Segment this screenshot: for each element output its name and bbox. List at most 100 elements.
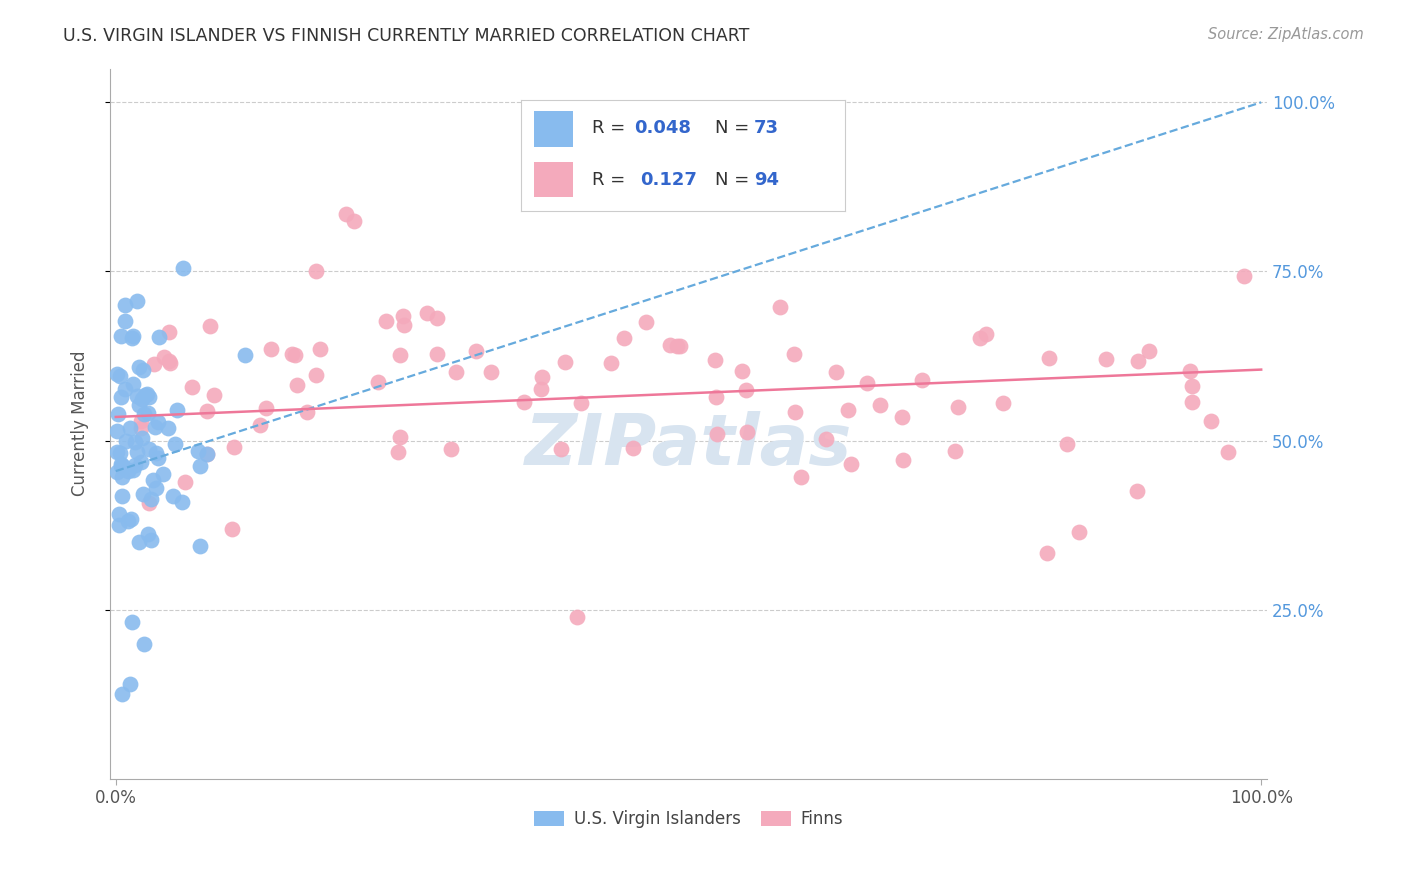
Point: [737, 425, 759, 439]
Point: [107, 518, 129, 533]
Point: [120, 512, 142, 526]
Point: [636, 315, 658, 329]
Point: [769, 301, 792, 315]
Point: [110, 328, 132, 343]
Point: [621, 442, 644, 456]
Point: [152, 351, 174, 365]
Point: [815, 432, 838, 446]
Point: [221, 522, 243, 536]
Point: [121, 463, 143, 477]
Point: [224, 441, 246, 455]
Text: ZIPatlas: ZIPatlas: [524, 410, 852, 480]
Point: [789, 469, 811, 483]
Text: U.S. VIRGIN ISLANDER VS FINNISH CURRENTLY MARRIED CORRELATION CHART: U.S. VIRGIN ISLANDER VS FINNISH CURRENTL…: [63, 27, 749, 45]
Point: [195, 447, 218, 461]
Point: [1128, 353, 1150, 368]
Point: [108, 507, 131, 521]
Point: [112, 459, 135, 474]
Point: [136, 406, 159, 420]
Point: [599, 356, 621, 370]
Point: [105, 465, 128, 479]
Point: [138, 442, 160, 456]
Point: [837, 402, 859, 417]
Point: [1181, 379, 1204, 393]
Point: [118, 677, 141, 691]
Point: [1233, 269, 1256, 284]
Point: [1036, 546, 1059, 560]
Point: [195, 447, 218, 461]
Point: [181, 380, 204, 394]
Point: [146, 450, 169, 465]
Point: [172, 495, 194, 509]
Point: [565, 609, 588, 624]
Point: [110, 687, 132, 701]
Point: [446, 365, 468, 379]
Point: [188, 458, 211, 473]
Point: [124, 435, 146, 450]
Point: [131, 363, 153, 377]
Point: [128, 359, 150, 374]
Point: [129, 414, 152, 428]
Text: Source: ZipAtlas.com: Source: ZipAtlas.com: [1208, 27, 1364, 42]
Point: [131, 431, 153, 445]
Point: [117, 464, 139, 478]
Point: [148, 330, 170, 344]
Point: [479, 366, 502, 380]
Point: [152, 467, 174, 481]
Point: [142, 357, 165, 371]
Point: [416, 306, 439, 320]
Point: [869, 398, 891, 412]
Point: [704, 390, 727, 404]
Point: [120, 421, 142, 435]
Point: [131, 392, 153, 407]
Point: [890, 410, 912, 425]
Point: [124, 458, 146, 472]
Point: [174, 475, 197, 489]
Point: [839, 457, 862, 471]
Point: [127, 293, 149, 308]
Point: [969, 331, 991, 345]
Point: [367, 375, 389, 389]
Point: [335, 207, 357, 221]
Point: [280, 347, 302, 361]
Point: [285, 377, 308, 392]
Point: [1069, 524, 1091, 539]
Point: [110, 446, 132, 460]
Point: [891, 453, 914, 467]
Point: [613, 330, 636, 344]
Point: [136, 387, 159, 401]
Point: [343, 213, 366, 227]
Point: [198, 318, 221, 333]
Point: [117, 514, 139, 528]
Point: [249, 418, 271, 433]
Point: [105, 424, 128, 438]
Point: [554, 355, 576, 369]
Point: [426, 347, 449, 361]
Point: [145, 481, 167, 495]
Point: [134, 637, 156, 651]
Point: [305, 368, 328, 382]
Point: [1218, 444, 1240, 458]
Point: [426, 311, 449, 326]
Point: [202, 388, 225, 402]
Point: [138, 495, 160, 509]
Point: [785, 405, 807, 419]
Point: [284, 348, 307, 362]
Point: [172, 261, 194, 276]
Point: [132, 486, 155, 500]
Point: [107, 407, 129, 421]
Point: [825, 365, 848, 379]
Point: [129, 420, 152, 434]
Point: [125, 445, 148, 459]
Point: [911, 373, 934, 387]
Point: [991, 396, 1014, 410]
Point: [1178, 364, 1201, 378]
Point: [105, 367, 128, 381]
Point: [550, 442, 572, 456]
Point: [188, 539, 211, 553]
Point: [145, 446, 167, 460]
Point: [855, 376, 877, 390]
Point: [309, 343, 332, 357]
Point: [668, 339, 690, 353]
Point: [1199, 414, 1222, 428]
